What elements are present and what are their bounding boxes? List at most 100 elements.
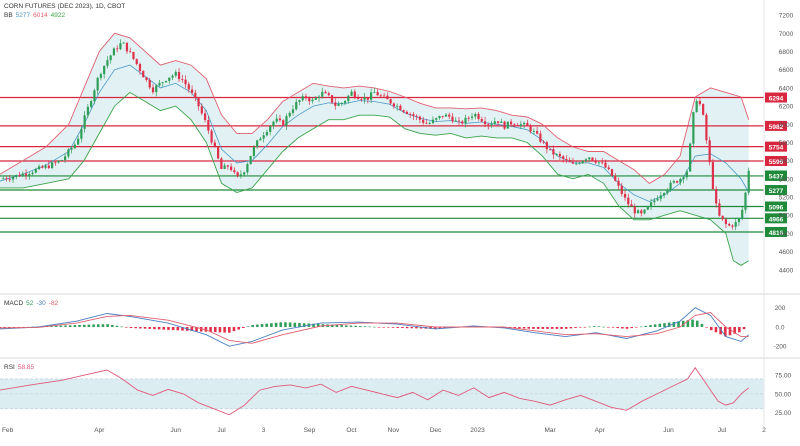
macd-histogram-bar <box>649 325 652 327</box>
candle-body <box>591 157 594 161</box>
y-tick-label: 5400 <box>779 176 794 183</box>
candle-body <box>643 209 646 214</box>
macd-histogram-bar <box>550 326 554 329</box>
candle-body <box>614 175 617 181</box>
candle-body <box>734 222 737 227</box>
bollinger-band-fill <box>0 33 749 266</box>
candle-body <box>353 91 356 98</box>
candle-body <box>412 114 415 116</box>
price-panel[interactable] <box>0 32 764 266</box>
macd-histogram-bar <box>106 324 109 327</box>
macd-histogram-bar <box>522 326 526 329</box>
macd-histogram-bar <box>237 326 240 330</box>
x-tick-label: Sep <box>304 427 316 434</box>
candle-body <box>366 97 369 100</box>
bb-lower-line <box>0 91 749 266</box>
macd-histogram-bar <box>68 325 72 327</box>
candle-body <box>457 120 461 122</box>
candle-body <box>5 178 8 180</box>
level-tag-bg <box>765 92 787 103</box>
macd-histogram-bar <box>148 326 152 329</box>
candle-body <box>441 115 444 117</box>
candle-body <box>640 210 643 214</box>
bb-legend: BB 5277 6014 4922 <box>4 12 68 19</box>
candle-body <box>252 147 256 156</box>
candle-body <box>171 75 174 78</box>
macd-value-signal: -82 <box>48 300 59 307</box>
y-tick-label: 5200 <box>779 195 794 202</box>
candle-body <box>549 149 552 150</box>
candle-body <box>217 147 220 159</box>
macd-histogram-bar <box>162 326 166 330</box>
macd-histogram-bar <box>195 326 198 332</box>
candle-body <box>155 85 158 93</box>
macd-histogram-bar <box>733 326 736 334</box>
candle-body <box>148 79 151 88</box>
candle-body <box>363 97 366 100</box>
candle-body <box>529 125 532 132</box>
candle-body <box>132 52 135 59</box>
macd-histogram-bar <box>536 326 540 329</box>
x-tick-label: Jul <box>217 427 226 434</box>
candle-body <box>11 176 15 180</box>
macd-histogram-bar <box>564 326 568 329</box>
candle-body <box>304 96 308 99</box>
x-tick-label: 2 <box>762 427 766 434</box>
y-tick-label: 4800 <box>779 231 794 238</box>
macd-histogram-bar <box>625 326 629 329</box>
candle-body <box>523 122 526 125</box>
macd-histogram-bar <box>527 326 531 329</box>
candle-body <box>34 169 37 173</box>
candle-body <box>142 70 145 78</box>
macd-histogram-bar <box>246 326 250 328</box>
macd-histogram-bar <box>359 326 362 327</box>
candle-body <box>184 79 187 85</box>
candle-body <box>656 198 659 201</box>
candle-body <box>562 156 565 160</box>
candle-body <box>243 172 246 175</box>
macd-signal-line <box>0 312 749 344</box>
candle-body <box>210 130 213 143</box>
candle-body <box>474 113 477 117</box>
current-price-tag-label: 5437 <box>769 173 784 180</box>
level-tag-bg <box>765 213 787 224</box>
candle-body <box>676 181 679 183</box>
macd-histogram-bar <box>59 325 63 327</box>
y-tick-label: 4400 <box>779 267 794 274</box>
y-tick-label: 7000 <box>779 31 794 38</box>
candle-body <box>487 124 490 126</box>
candle-body <box>347 95 350 102</box>
macd-histogram-bar <box>129 326 133 328</box>
candle-body <box>601 162 604 164</box>
candle-body <box>689 143 692 172</box>
macd-histogram-bar <box>134 326 138 329</box>
candle-body <box>708 140 711 163</box>
macd-histogram-bar <box>621 326 624 329</box>
candle-body <box>64 156 67 161</box>
candle-body <box>653 200 656 203</box>
x-tick-label: Jul <box>718 427 727 434</box>
level-tag-bg <box>765 201 787 212</box>
candle-body <box>308 98 311 102</box>
macd-histogram-bar <box>288 322 292 327</box>
candle-body <box>158 82 161 86</box>
candle-body <box>356 97 360 100</box>
candle-body <box>106 60 109 66</box>
macd-histogram-bar <box>157 326 161 330</box>
rsi-value: 58.85 <box>17 364 35 371</box>
candle-body <box>265 131 269 136</box>
macd-histogram-bar <box>583 326 587 328</box>
rsi-panel[interactable] <box>0 366 764 416</box>
macd-panel[interactable] <box>0 307 749 347</box>
macd-histogram-bar <box>284 322 287 327</box>
candle-body <box>409 113 412 115</box>
candle-body <box>77 138 80 145</box>
candle-body <box>24 173 28 176</box>
candle-body <box>695 100 698 113</box>
candle-body <box>272 121 275 127</box>
candle-body <box>233 170 236 173</box>
candle-body <box>737 218 741 223</box>
candle-body <box>698 100 701 105</box>
candle-body <box>702 104 705 115</box>
